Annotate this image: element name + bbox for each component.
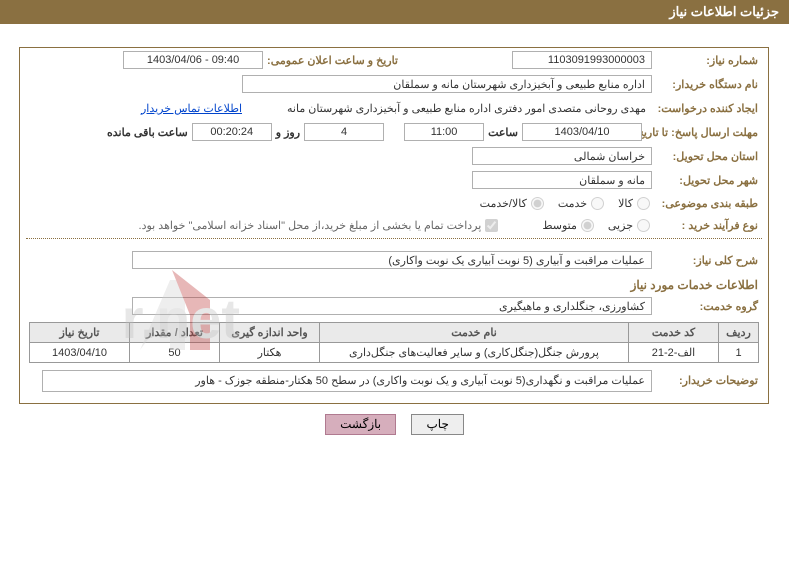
row-buyer-notes: توضیحات خریدار: عملیات مراقبت و نگهداری(…: [20, 367, 768, 403]
province-label: استان محل تحویل:: [652, 150, 762, 163]
radio-khedmat[interactable]: [591, 197, 604, 210]
row-buyer-org: نام دستگاه خریدار: اداره منابع طبیعی و آ…: [20, 72, 768, 96]
need-no-value: 1103091993000003: [512, 51, 652, 69]
need-overview-label: شرح کلی نیاز:: [652, 254, 762, 267]
deadline-time: 11:00: [404, 123, 484, 141]
time-label: ساعت: [484, 126, 522, 139]
payment-checkbox[interactable]: [485, 219, 498, 232]
purchase-type-label: نوع فرآیند خرید :: [652, 219, 762, 232]
row-service-group: گروه خدمت: کشاورزی، جنگلداری و ماهیگیری: [20, 294, 768, 318]
th-unit: واحد اندازه گیری: [220, 323, 320, 343]
radio-kala-label: کالا: [618, 197, 633, 210]
city-value: مانه و سملقان: [472, 171, 652, 189]
cell-row: 1: [719, 343, 759, 363]
back-button[interactable]: بازگشت: [325, 414, 396, 435]
city-label: شهر محل تحویل:: [652, 174, 762, 187]
print-button[interactable]: چاپ: [411, 414, 463, 435]
table-header-row: ردیف کد خدمت نام خدمت واحد اندازه گیری ت…: [30, 323, 759, 343]
province-value: خراسان شمالی: [472, 147, 652, 165]
radio-jozi-label: جزیی: [608, 219, 633, 232]
row-need-overview: شرح کلی نیاز: عملیات مراقبت و آبیاری (5 …: [20, 241, 768, 272]
th-row: ردیف: [719, 323, 759, 343]
time-remaining: 00:20:24: [192, 123, 272, 141]
row-province: استان محل تحویل: خراسان شمالی: [20, 144, 768, 168]
radio-khedmat-label: خدمت: [558, 197, 587, 210]
subject-class-label: طبقه بندی موضوعی:: [652, 197, 762, 210]
divider: [26, 238, 762, 239]
service-group-label: گروه خدمت:: [652, 300, 762, 313]
payment-note: پرداخت تمام یا بخشی از مبلغ خرید،از محل …: [139, 219, 482, 232]
radio-kala[interactable]: [637, 197, 650, 210]
radio-kalakhedmat-label: کالا/خدمت: [480, 197, 527, 210]
page-title: جزئیات اطلاعات نیاز: [0, 0, 789, 24]
cell-name: پرورش جنگل(جنگل‌کاری) و سایر فعالیت‌های …: [320, 343, 629, 363]
row-need-no: شماره نیاز: 1103091993000003 تاریخ و ساع…: [20, 48, 768, 72]
announce-label: تاریخ و ساعت اعلان عمومی:: [263, 54, 402, 67]
deadline-date: 1403/04/10: [522, 123, 642, 141]
days-and: روز و: [272, 126, 304, 139]
cell-code: الف-2-21: [629, 343, 719, 363]
row-subject-class: طبقه بندی موضوعی: کالا خدمت کالا/خدمت: [20, 192, 768, 214]
radio-kalakhedmat[interactable]: [531, 197, 544, 210]
action-bar: چاپ بازگشت: [0, 404, 789, 445]
th-date: تاریخ نیاز: [30, 323, 130, 343]
row-requester: ایجاد کننده درخواست: مهدی روحانی متصدی ا…: [20, 96, 768, 120]
buyer-notes-text: عملیات مراقبت و نگهداری(5 نوبت آبیاری و …: [42, 370, 652, 392]
announce-value: 1403/04/06 - 09:40: [123, 51, 263, 69]
details-panel: شماره نیاز: 1103091993000003 تاریخ و ساع…: [19, 47, 769, 404]
need-no-label: شماره نیاز:: [652, 54, 762, 67]
th-name: نام خدمت: [320, 323, 629, 343]
requester-label: ایجاد کننده درخواست:: [652, 102, 762, 115]
cell-unit: هکتار: [220, 343, 320, 363]
spacer: [0, 24, 789, 47]
service-group-value: کشاورزی، جنگلداری و ماهیگیری: [132, 297, 652, 315]
radio-jozi[interactable]: [637, 219, 650, 232]
deadline-label: مهلت ارسال پاسخ: تا تاریخ:: [642, 126, 762, 139]
need-overview-text: عملیات مراقبت و آبیاری (5 نوبت آبیاری یک…: [132, 251, 652, 269]
services-table: ردیف کد خدمت نام خدمت واحد اندازه گیری ت…: [29, 322, 759, 363]
services-header: اطلاعات خدمات مورد نیاز: [20, 272, 768, 294]
buyer-contact-link[interactable]: اطلاعات تماس خریدار: [141, 102, 242, 115]
buyer-org-value: اداره منابع طبیعی و آبخیزداری شهرستان ما…: [242, 75, 652, 93]
radio-motavaset[interactable]: [581, 219, 594, 232]
row-city: شهر محل تحویل: مانه و سملقان: [20, 168, 768, 192]
buyer-org-label: نام دستگاه خریدار:: [652, 78, 762, 91]
days-remaining: 4: [304, 123, 384, 141]
th-qty: تعداد / مقدار: [130, 323, 220, 343]
remaining-label: ساعت باقی مانده: [103, 126, 192, 139]
radio-motavaset-label: متوسط: [542, 219, 577, 232]
requester-value: مهدی روحانی متصدی امور دفتری اداره منابع…: [242, 99, 652, 117]
buyer-notes-label: توضیحات خریدار:: [652, 370, 762, 387]
cell-date: 1403/04/10: [30, 343, 130, 363]
cell-qty: 50: [130, 343, 220, 363]
th-code: کد خدمت: [629, 323, 719, 343]
row-purchase-type: نوع فرآیند خرید : جزیی متوسط پرداخت تمام…: [20, 214, 768, 236]
row-deadline: مهلت ارسال پاسخ: تا تاریخ: 1403/04/10 سا…: [20, 120, 768, 144]
table-row: 1 الف-2-21 پرورش جنگل(جنگل‌کاری) و سایر …: [30, 343, 759, 363]
